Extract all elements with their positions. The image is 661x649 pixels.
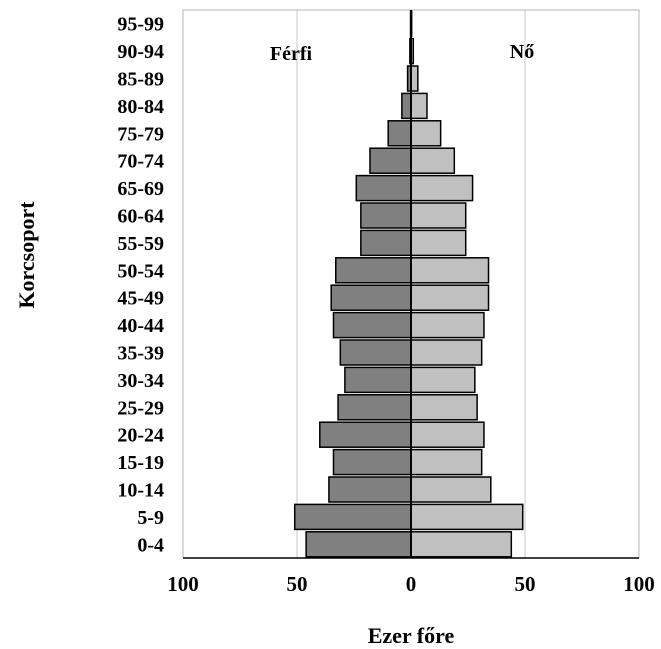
bar-male-55-59 [360, 229, 412, 257]
y-tick-label: 65-69 [117, 178, 164, 200]
bar-female-70-74 [410, 147, 456, 174]
bar-male-15-19 [332, 448, 412, 476]
y-tick-label: 90-94 [117, 41, 164, 63]
bar-female-85-89 [410, 65, 419, 92]
bar-female-65-69 [410, 174, 474, 202]
y-tick-label: 35-39 [117, 343, 164, 365]
bar-female-0-4 [410, 531, 513, 558]
bar-male-45-49 [330, 284, 412, 311]
bar-male-5-9 [293, 503, 412, 531]
y-tick-label: 5-9 [137, 507, 164, 529]
y-tick-label: 60-64 [117, 206, 164, 228]
bar-male-50-54 [335, 257, 412, 284]
x-tick-labels: 100 50 0 50 100 [167, 572, 655, 596]
y-tick-label: 0-4 [137, 534, 164, 556]
bar-female-35-39 [410, 339, 483, 366]
y-tick-label: 25-29 [117, 397, 164, 419]
bar-female-10-14 [410, 476, 492, 503]
y-tick-label: 85-89 [117, 69, 164, 91]
y-tick-label: 10-14 [117, 480, 164, 502]
y-axis-label: Korcsoport [14, 201, 39, 309]
bar-female-30-34 [410, 366, 476, 394]
x-tick-label: 50 [287, 572, 308, 596]
y-tick-label: 40-44 [117, 315, 164, 337]
gridlines [296, 10, 526, 558]
y-tick-label: 70-74 [117, 151, 164, 173]
bar-female-50-54 [410, 257, 490, 284]
bar-female-80-84 [410, 92, 428, 120]
bar-male-20-24 [319, 421, 412, 448]
male-bars [293, 10, 412, 558]
bar-female-60-64 [410, 202, 467, 229]
legend-label-male: Férfi [270, 43, 313, 65]
y-tick-label: 80-84 [117, 96, 164, 118]
x-tick-label: 0 [406, 572, 417, 596]
bar-female-75-79 [410, 120, 442, 147]
bar-female-25-29 [410, 394, 478, 421]
bar-male-40-44 [332, 311, 412, 339]
plot-frame [182, 9, 640, 559]
bar-male-70-74 [369, 147, 412, 174]
y-tick-label: 15-19 [117, 452, 164, 474]
bar-female-5-9 [410, 503, 524, 531]
bar-female-15-19 [410, 448, 483, 476]
bar-female-40-44 [410, 311, 485, 339]
y-tick-labels: 0-4 5-9 10-14 15-19 20-24 25-29 30-34 35-39 40-4… [117, 14, 164, 557]
bar-female-55-59 [410, 229, 467, 257]
bar-male-60-64 [360, 202, 412, 229]
y-tick-label: 30-34 [117, 370, 164, 392]
y-tick-label: 55-59 [117, 233, 164, 255]
bar-male-10-14 [328, 476, 412, 503]
y-tick-label: 50-54 [117, 260, 164, 282]
bar-male-25-29 [337, 394, 412, 421]
y-tick-label: 75-79 [117, 123, 164, 145]
bar-female-20-24 [410, 421, 485, 448]
y-tick-label: 20-24 [117, 425, 164, 447]
x-axis-label: Ezer főre [368, 623, 455, 648]
bar-male-0-4 [305, 531, 412, 558]
y-tick-label: 45-49 [117, 288, 164, 310]
bar-male-65-69 [355, 174, 412, 202]
x-tick-label: 50 [515, 572, 536, 596]
x-tick-label: 100 [167, 572, 199, 596]
bar-male-75-79 [387, 120, 412, 147]
bar-female-45-49 [410, 284, 490, 311]
bar-male-80-84 [401, 92, 412, 120]
bar-male-35-39 [339, 339, 412, 366]
y-tick-label: 95-99 [117, 14, 164, 36]
bar-male-30-34 [344, 366, 412, 394]
female-bars [410, 10, 524, 558]
x-tick-label: 100 [623, 572, 655, 596]
legend-label-female: Nő [510, 41, 534, 63]
